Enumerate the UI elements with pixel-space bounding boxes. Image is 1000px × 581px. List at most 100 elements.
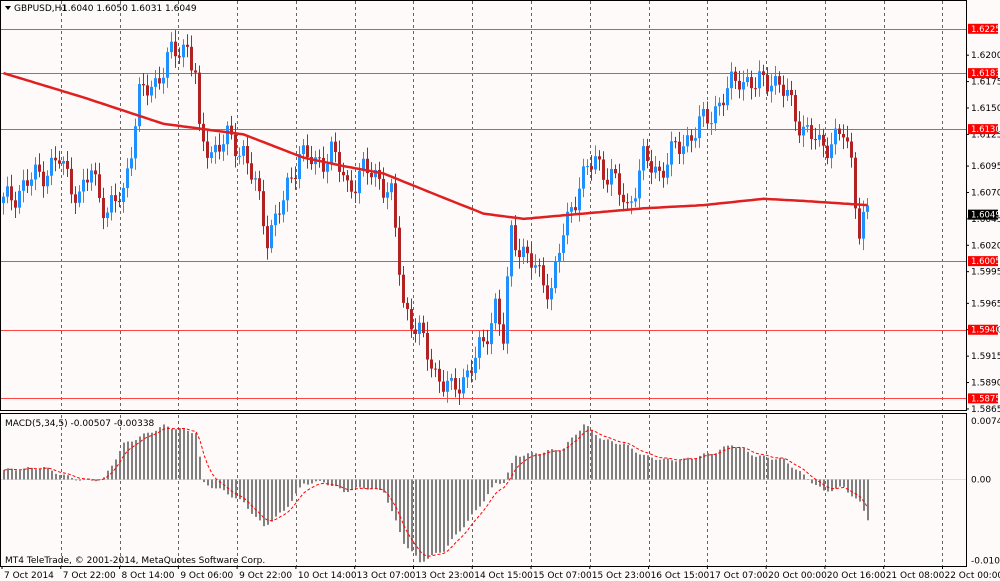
- candle-body: [134, 126, 137, 159]
- candle-body: [70, 168, 73, 195]
- macd-bar: [631, 448, 633, 480]
- macd-bar: [519, 456, 521, 480]
- candle-body: [18, 190, 21, 208]
- candle-body: [678, 141, 681, 154]
- macd-bar: [143, 433, 145, 480]
- candle-body: [794, 95, 797, 122]
- candle-body: [862, 211, 865, 239]
- price-tick-label: 1.6095: [971, 162, 1000, 172]
- candle-body: [402, 274, 405, 303]
- candle-body: [166, 52, 169, 78]
- candle-body: [650, 161, 653, 173]
- macd-bar: [467, 479, 469, 521]
- candle-body: [262, 191, 265, 227]
- candle-body: [298, 154, 301, 180]
- current-price-tag: [968, 209, 998, 220]
- moving-average-line: [3, 71, 868, 221]
- candle-body: [346, 175, 349, 181]
- candle-body: [94, 170, 97, 175]
- level-tag-label: 1.6225: [971, 25, 1000, 35]
- macd-bar: [167, 426, 169, 480]
- macd-bar: [343, 479, 345, 493]
- macd-bar: [771, 459, 773, 480]
- moving-average: [3, 71, 868, 221]
- dropdown-triangle-icon[interactable]: [5, 6, 11, 10]
- macd-tick-label: 0.00: [971, 475, 991, 485]
- level-tag: [968, 324, 998, 335]
- macd-bar: [743, 448, 745, 480]
- candle-body: [682, 146, 685, 154]
- candle-body: [174, 41, 177, 57]
- macd-bar: [655, 459, 657, 480]
- time-tick-label: 15 Oct 07:00: [533, 571, 592, 581]
- candle-body: [662, 170, 665, 178]
- macd-bar: [47, 467, 49, 480]
- macd-bar: [39, 469, 41, 480]
- candle-body: [414, 329, 417, 334]
- candle-body: [430, 359, 433, 369]
- candle-body: [782, 84, 785, 96]
- macd-bar: [439, 479, 441, 553]
- candle-body: [554, 261, 557, 289]
- macd-bar: [683, 458, 685, 480]
- level-tag: [968, 393, 998, 404]
- macd-bar: [367, 479, 369, 490]
- macd-bar: [499, 479, 501, 484]
- macd-bar: [267, 479, 269, 525]
- macd-bar: [79, 479, 81, 481]
- macd-bar: [471, 479, 473, 515]
- time-tick-label: 17 Oct 07:00: [709, 571, 768, 581]
- candle-body: [518, 250, 521, 257]
- time-tick-label: 7 Oct 22:00: [63, 571, 116, 581]
- candle-body: [150, 86, 153, 96]
- candle-body: [210, 152, 213, 158]
- macd-bar: [419, 479, 421, 563]
- candle-body: [490, 323, 493, 345]
- macd-bar: [135, 440, 137, 480]
- macd-bar: [403, 479, 405, 544]
- macd-bar: [175, 429, 177, 480]
- macd-bar: [235, 479, 237, 499]
- candle-body: [694, 138, 697, 141]
- copyright-label: MT4 TeleTrade, © 2001-2014, MetaQuotes S…: [5, 556, 265, 566]
- candle-body: [62, 160, 65, 164]
- macd-bar: [291, 479, 293, 501]
- price-tick-label: 1.5965: [971, 299, 1000, 309]
- candle-body: [646, 146, 649, 162]
- macd-bar: [627, 444, 629, 480]
- time-tick-label: 22 Oct 00:00: [944, 571, 1000, 581]
- candle-body: [654, 166, 657, 173]
- time-tick-label: 13 Oct 23:00: [415, 571, 474, 581]
- macd-bar: [87, 479, 89, 480]
- price-tick-label: 1.6020: [971, 241, 1000, 251]
- candle-body: [250, 163, 253, 180]
- macd-bar: [323, 479, 325, 483]
- macd-bar: [423, 479, 425, 562]
- candle-body: [398, 227, 401, 275]
- macd-bar: [415, 479, 417, 556]
- macd-bar: [391, 479, 393, 512]
- macd-bar: [15, 470, 17, 480]
- candle-body: [658, 166, 661, 171]
- macd-bar: [867, 479, 869, 521]
- candle-body: [266, 226, 269, 249]
- candle-body: [302, 145, 305, 155]
- macd-bar: [735, 447, 737, 480]
- macd-bar: [543, 452, 545, 480]
- time-tick-label: 9 Oct 22:00: [239, 571, 292, 581]
- macd-bar: [851, 479, 853, 497]
- macd-bar: [163, 424, 165, 480]
- macd-bar: [591, 429, 593, 480]
- macd-bar: [803, 474, 805, 480]
- macd-bar: [83, 479, 85, 480]
- macd-bar: [115, 459, 117, 480]
- candle-body: [154, 78, 157, 87]
- candle-body: [866, 205, 869, 212]
- macd-bar: [539, 454, 541, 480]
- macd-bar: [811, 479, 813, 484]
- macd-bar: [475, 479, 477, 511]
- macd-bar: [547, 449, 549, 480]
- candle-body: [602, 159, 605, 180]
- candle-body: [758, 71, 761, 89]
- time-tick-label: 15 Oct 23:00: [592, 571, 651, 581]
